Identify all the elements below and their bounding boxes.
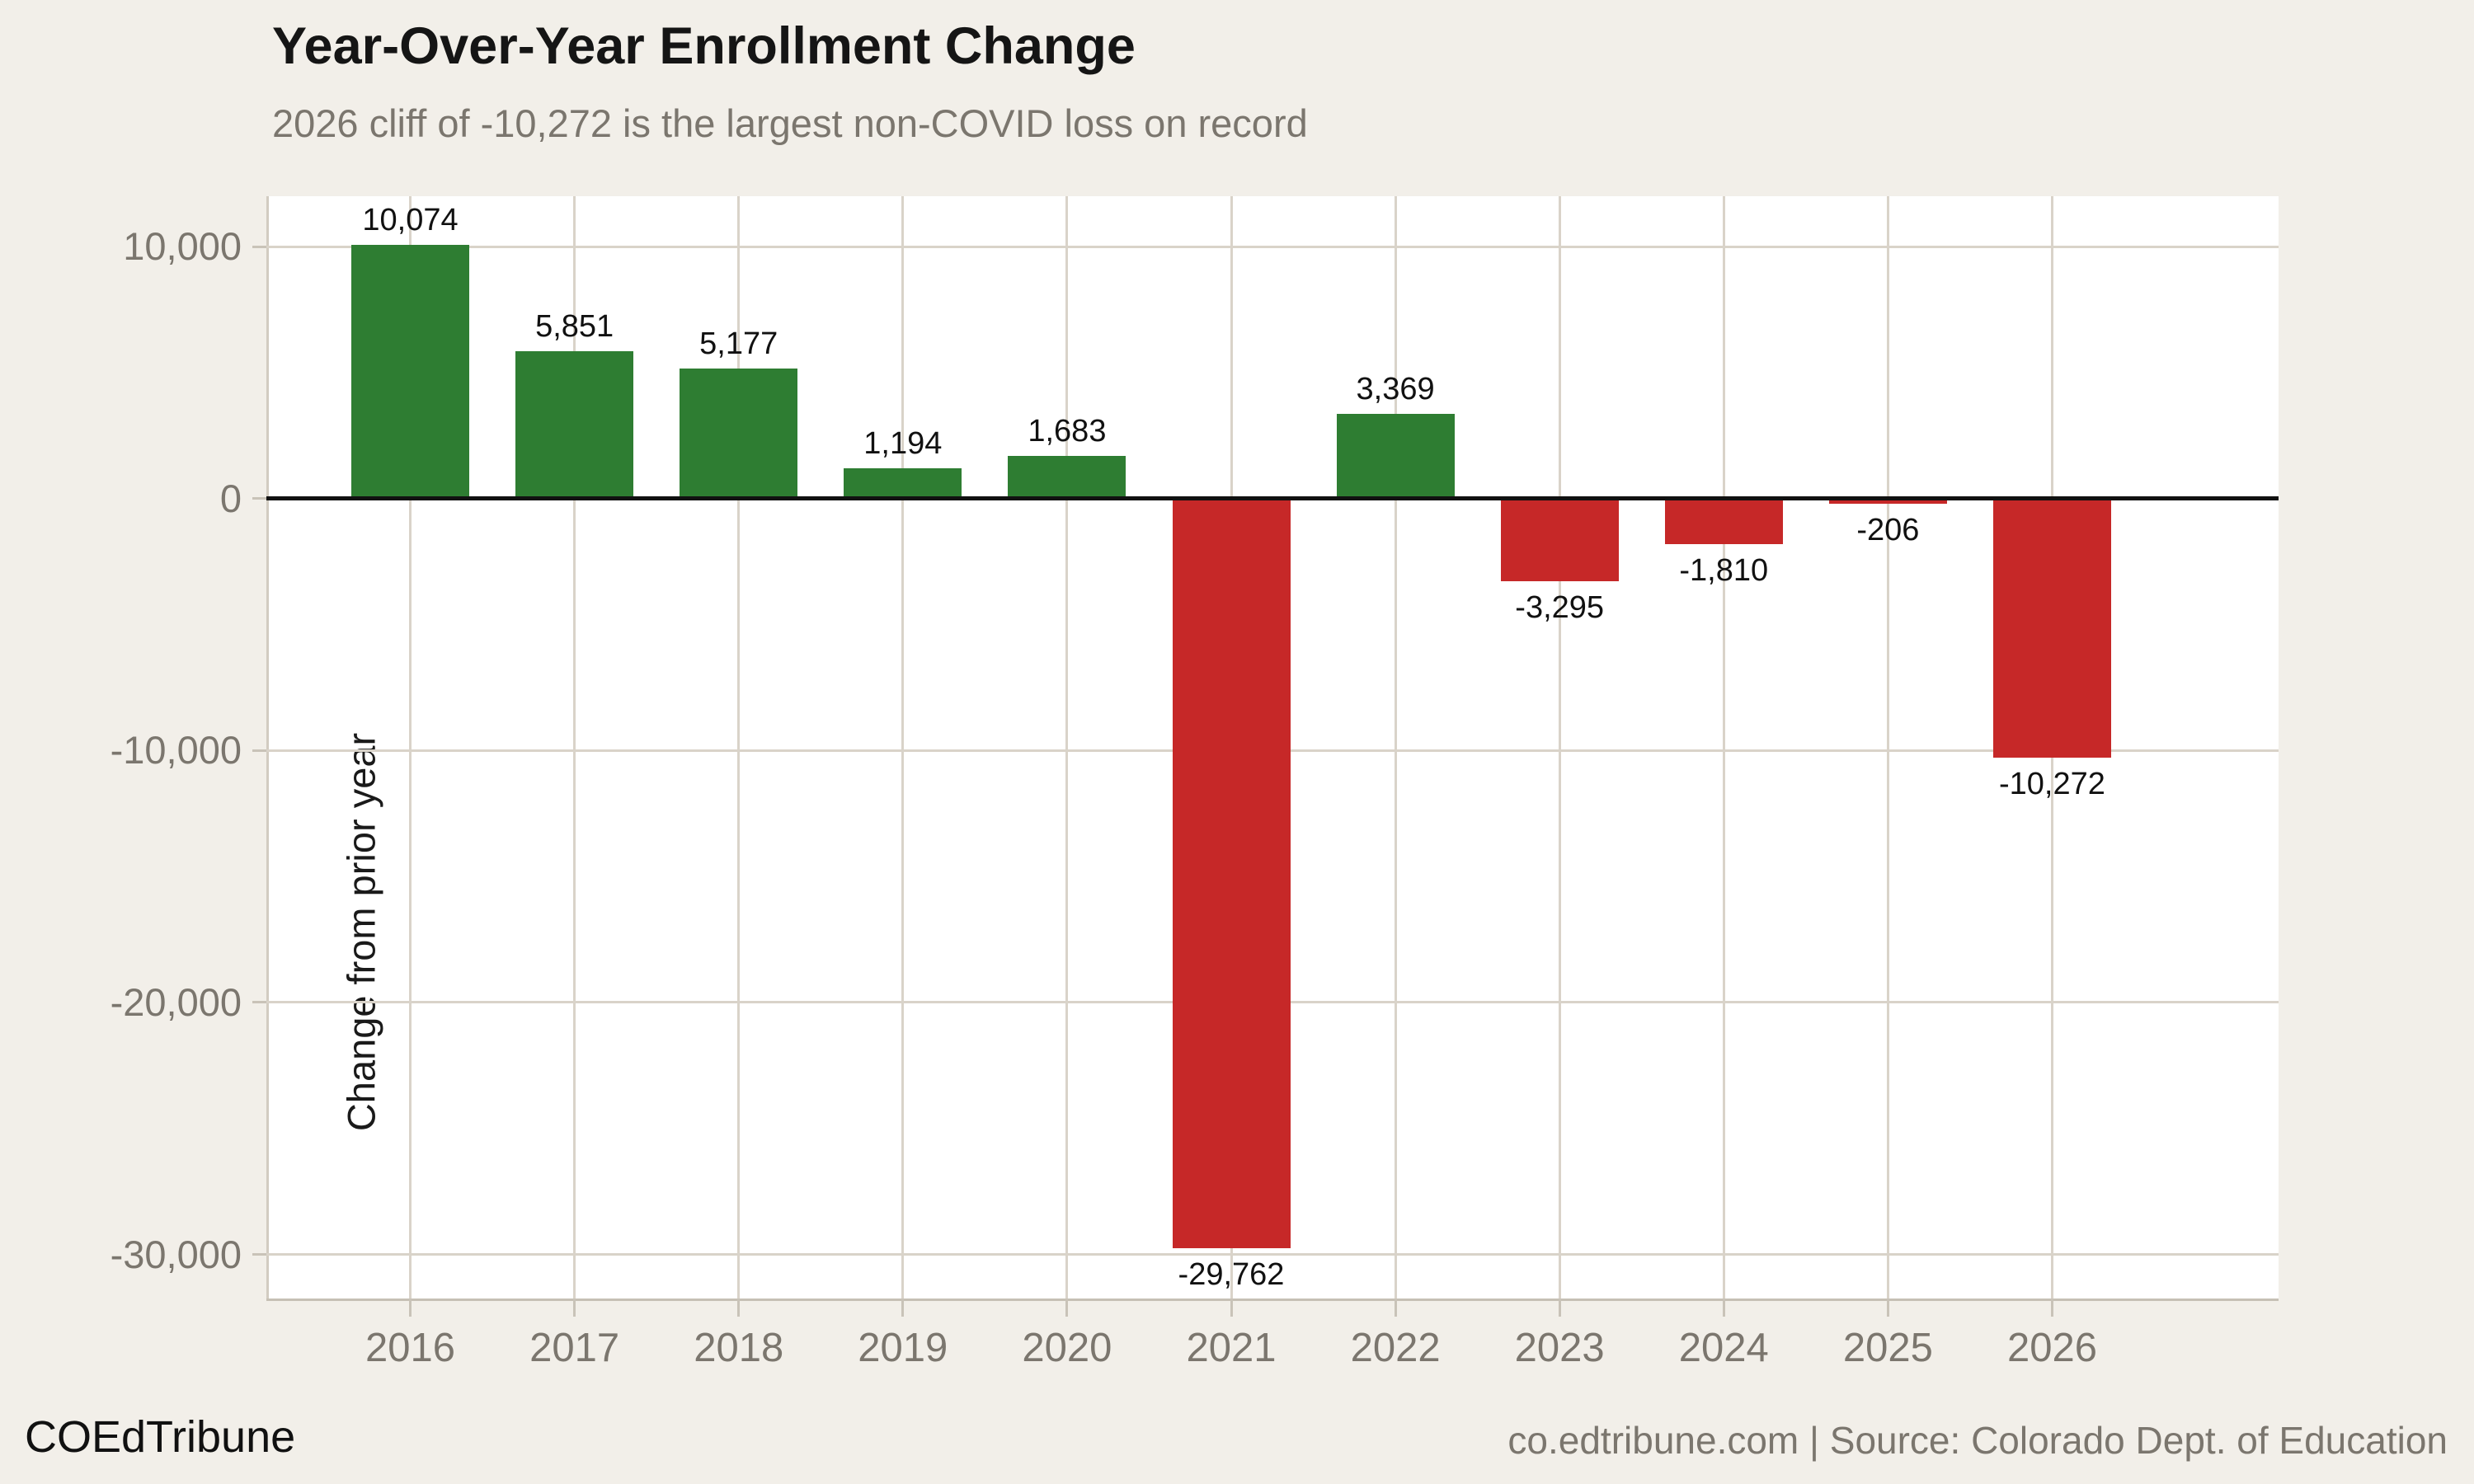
bar-2025	[1828, 498, 1947, 504]
gridline-y--30000	[266, 1253, 2279, 1256]
gridline-x-2016	[409, 196, 412, 1298]
x-tick-label-2019: 2019	[858, 1326, 948, 1370]
bar-value-label-2023: -3,295	[1515, 590, 1605, 626]
y-tick-mark--10000	[252, 749, 266, 752]
gridline-x-2017	[573, 196, 576, 1298]
x-tick-mark-2017	[573, 1298, 576, 1317]
bar-2022	[1336, 413, 1455, 499]
x-tick-mark-2025	[1886, 1298, 1889, 1317]
bar-2016	[351, 244, 470, 499]
x-tick-label-2017: 2017	[529, 1326, 620, 1370]
footer-brand: COEdTribune	[25, 1412, 296, 1462]
x-tick-label-2026: 2026	[2006, 1326, 2097, 1370]
bar-value-label-2017: 5,851	[535, 308, 614, 344]
bar-2024	[1664, 498, 1783, 545]
x-tick-label-2016: 2016	[365, 1326, 456, 1370]
x-tick-label-2025: 2025	[1842, 1326, 1933, 1370]
x-tick-mark-2024	[1722, 1298, 1725, 1317]
footer-source-attribution: co.edtribune.com | Source: Colorado Dept…	[1507, 1419, 2448, 1462]
y-tick-mark--30000	[252, 1253, 266, 1256]
gridline-x-2018	[737, 196, 741, 1298]
x-tick-mark-2021	[1230, 1298, 1233, 1317]
x-tick-label-2023: 2023	[1514, 1326, 1605, 1370]
gridline-x-2025	[1886, 196, 1889, 1298]
bar-2020	[1008, 456, 1126, 499]
x-tick-label-2021: 2021	[1186, 1326, 1277, 1370]
bar-value-label-2025: -206	[1856, 513, 1920, 547]
y-tick-mark-10000	[252, 245, 266, 248]
bar-value-label-2020: 1,683	[1028, 414, 1107, 449]
y-tick-mark--20000	[252, 1001, 266, 1004]
y-tick-label-0: 0	[219, 476, 242, 520]
bar-2023	[1500, 498, 1619, 582]
x-tick-mark-2016	[409, 1298, 412, 1317]
gridline-x-2019	[901, 196, 905, 1298]
x-tick-mark-2019	[901, 1298, 905, 1317]
bar-2018	[680, 368, 798, 499]
x-tick-mark-2022	[1394, 1298, 1397, 1317]
zero-line	[266, 496, 2279, 501]
gridline-x-2022	[1394, 196, 1397, 1298]
x-tick-mark-2026	[2050, 1298, 2053, 1317]
chart-title: Year-Over-Year Enrollment Change	[272, 17, 1136, 75]
bar-value-label-2022: 3,369	[1356, 371, 1435, 406]
x-tick-mark-2020	[1065, 1298, 1069, 1317]
y-tick-label--30000: -30,000	[110, 1232, 242, 1276]
y-tick-label--10000: -10,000	[110, 728, 242, 773]
gridline-y-10000	[266, 245, 2279, 248]
bar-2026	[1992, 498, 2111, 758]
x-tick-label-2018: 2018	[694, 1326, 784, 1370]
plot-area: Change from prior year 10,000 0 -10,000 -20…	[111, 196, 2279, 1370]
bar-value-label-2016: 10,074	[362, 202, 459, 237]
gridline-x-2020	[1065, 196, 1069, 1298]
bar-2019	[844, 468, 962, 499]
y-tick-label-10000: 10,000	[123, 224, 242, 269]
bar-2017	[515, 350, 634, 499]
y-axis-spine	[266, 196, 269, 1298]
chart-subtitle: 2026 cliff of -10,272 is the largest non…	[272, 101, 1308, 145]
x-tick-label-2020: 2020	[1022, 1326, 1112, 1370]
y-axis-title: Change from prior year	[339, 732, 383, 1132]
y-tick-mark-0	[252, 497, 266, 500]
x-tick-mark-2018	[737, 1298, 741, 1317]
x-tick-mark-2023	[1558, 1298, 1561, 1317]
gridline-x-2023	[1558, 196, 1561, 1298]
bar-value-label-2018: 5,177	[699, 326, 778, 361]
bar-value-label-2019: 1,194	[863, 426, 943, 462]
x-tick-label-2022: 2022	[1350, 1326, 1441, 1370]
bar-value-label-2021: -29,762	[1178, 1257, 1285, 1293]
bar-2021	[1172, 498, 1291, 1249]
gridline-x-2024	[1722, 196, 1725, 1298]
bar-value-label-2024: -1,810	[1679, 553, 1769, 589]
x-tick-label-2024: 2024	[1678, 1326, 1769, 1370]
y-tick-label--20000: -20,000	[110, 979, 242, 1024]
bar-value-label-2026: -10,272	[1999, 766, 2105, 801]
